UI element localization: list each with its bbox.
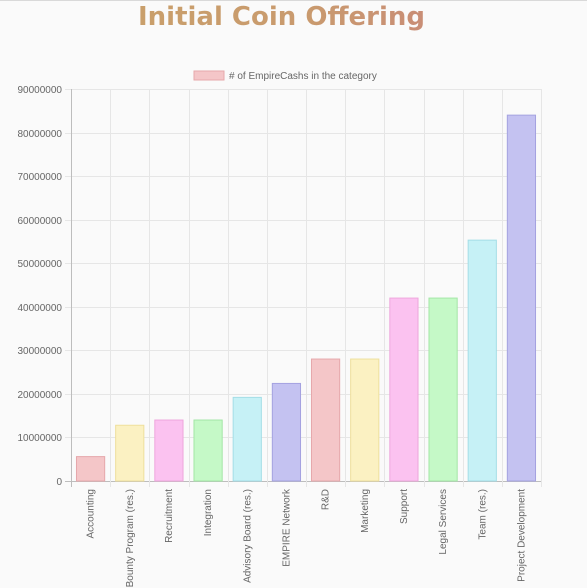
x-tick-label: Project Development (516, 489, 527, 582)
bar[interactable] (115, 424, 145, 482)
x-tick-label: Bounty Program (res.) (125, 489, 136, 587)
bar[interactable] (350, 358, 380, 482)
y-tick-label: 80000000 (18, 129, 63, 140)
bar[interactable] (310, 358, 341, 482)
bar[interactable] (506, 114, 537, 482)
y-tick-label: 30000000 (18, 346, 63, 357)
bars (75, 114, 537, 482)
x-tick-label: Support (399, 489, 410, 524)
x-tick-label: Legal Services (438, 489, 449, 555)
x-tick-label: R&D (321, 489, 332, 510)
page-title: Initial Coin Offering (0, 0, 563, 34)
y-tick-label: 20000000 (18, 390, 63, 401)
x-tick-label: Marketing (360, 489, 371, 533)
legend-swatch (193, 70, 225, 81)
x-tick-label: Integration (203, 489, 214, 536)
y-tick-label: 40000000 (18, 303, 63, 314)
bar[interactable] (75, 456, 106, 482)
y-tick-label: 50000000 (18, 259, 63, 270)
bar[interactable] (467, 239, 497, 482)
y-tick-label: 90000000 (18, 85, 63, 96)
y-tick-label: 60000000 (18, 216, 63, 227)
bar[interactable] (154, 419, 184, 482)
y-tick-label: 0 (56, 477, 62, 488)
x-axis-ticks: Accounting Bounty Program (res.) Recruitme… (86, 488, 528, 587)
bar[interactable] (389, 297, 419, 482)
grid-lines (65, 89, 542, 487)
top-rule (0, 0, 587, 1)
y-axis-ticks: 0 10000000 20000000 30000000 40000000 5000000… (18, 85, 63, 488)
bar[interactable] (232, 396, 262, 482)
y-tick-label: 10000000 (18, 433, 63, 444)
x-tick-label: Team (res.) (477, 489, 488, 540)
legend-label: # of EmpireCashs in the category (229, 71, 377, 82)
x-tick-label: EMPIRE Network (281, 488, 292, 567)
bar[interactable] (428, 297, 458, 482)
y-tick-label: 70000000 (18, 172, 63, 183)
x-tick-label: Advisory Board (res.) (242, 489, 253, 583)
x-tick-label: Recruitment (164, 489, 175, 543)
bar[interactable] (193, 419, 223, 482)
x-tick-label: Accounting (86, 489, 97, 538)
legend[interactable]: # of EmpireCashs in the category (193, 70, 377, 82)
bar[interactable] (271, 382, 302, 482)
